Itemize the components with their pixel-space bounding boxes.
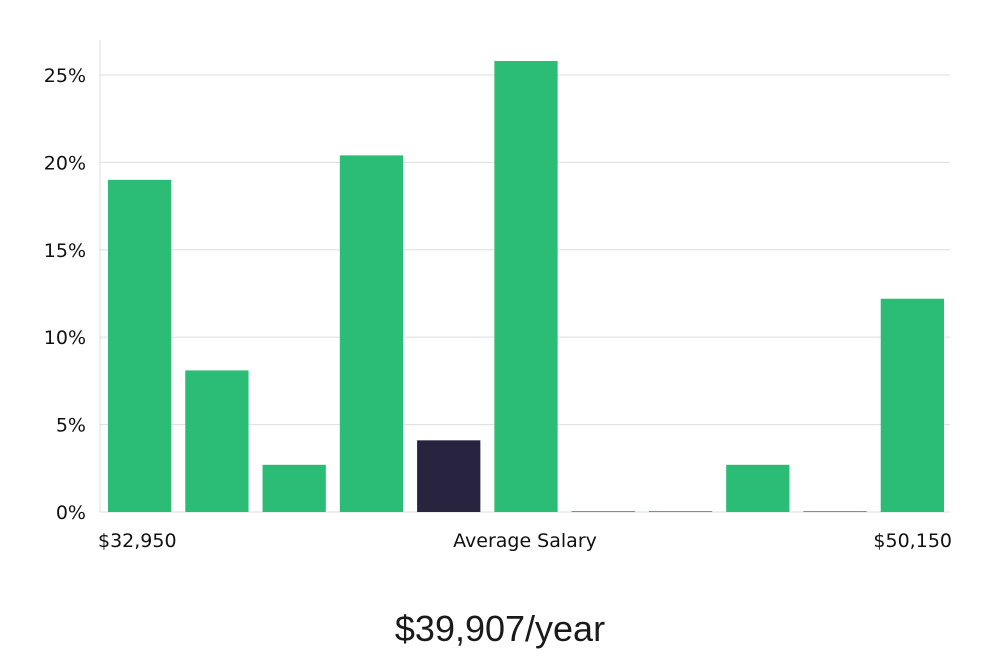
x-label-max: $50,150 xyxy=(873,530,952,552)
average-salary-value: $39,907/year xyxy=(394,608,606,649)
bar-average-salary xyxy=(417,440,481,512)
bar xyxy=(880,298,944,512)
y-tick-label: 0% xyxy=(56,502,86,524)
bar xyxy=(339,155,404,512)
bar xyxy=(571,511,635,512)
bar xyxy=(494,60,558,512)
bars xyxy=(108,60,944,512)
x-label-average-salary: Average Salary xyxy=(453,530,597,552)
bar xyxy=(726,464,790,512)
y-tick-label: 10% xyxy=(44,327,86,349)
y-tick-label: 15% xyxy=(44,240,86,262)
bar xyxy=(803,511,867,512)
x-label-min: $32,950 xyxy=(98,530,177,552)
y-axis: 0% 5% 10% 15% 20% 25% xyxy=(44,40,101,524)
y-tick-label: 5% xyxy=(56,415,86,437)
bar xyxy=(262,464,326,512)
x-axis-labels: $32,950 Average Salary $50,150 xyxy=(98,530,952,552)
bar xyxy=(108,179,172,512)
bar xyxy=(185,370,249,512)
y-tick-label: 25% xyxy=(44,65,86,87)
bar xyxy=(648,511,713,512)
y-tick-label: 20% xyxy=(44,152,86,174)
